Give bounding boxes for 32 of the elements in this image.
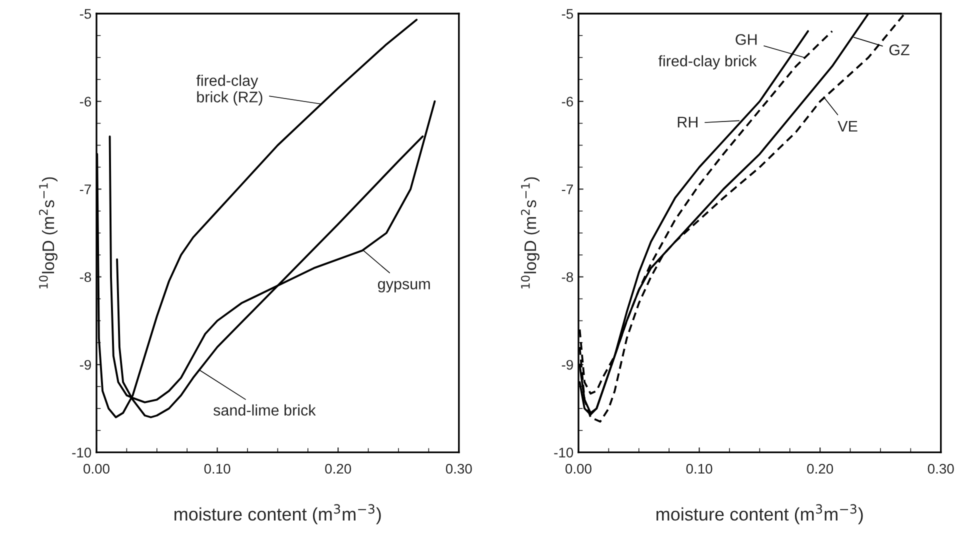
y-tick-label: -10: [554, 448, 574, 458]
annotation: fired-clay brick: [658, 55, 757, 70]
annotation: VE: [838, 120, 858, 132]
annotation: GZ: [889, 44, 910, 56]
x-tick-label: 0.10: [686, 464, 712, 474]
y-tick-label: -6: [562, 96, 574, 107]
annotation: fired-clay brick (RZ): [196, 74, 262, 106]
x-tick-label: 0.30: [928, 464, 954, 474]
x-tick-label: 0.20: [807, 464, 834, 474]
y-axis-title: $^{10}$logD (m$^{2}$s$^{−1}$): [39, 177, 58, 288]
y-tick-label: -9: [562, 360, 573, 370]
y-tick-label: -8: [80, 272, 92, 282]
annotation: RH: [678, 116, 698, 128]
x-axis-title: moisture content (m$^{3}$m$^{−3}$): [174, 504, 381, 524]
x-tick-label: 0.00: [84, 464, 110, 474]
y-tick-label: -7: [562, 184, 573, 194]
y-tick-label: -7: [80, 184, 91, 194]
y-axis-title: $^{10}$logD (m$^{2}$s$^{−1}$): [520, 177, 540, 288]
x-axis-title: moisture content (m$^{3}$m$^{−3}$): [656, 504, 863, 524]
annotation: gypsum: [378, 280, 430, 292]
x-tick-label: 0.30: [446, 464, 472, 474]
y-tick-label: -8: [562, 272, 574, 282]
x-tick-label: 0.10: [204, 464, 230, 474]
annotation: sand-lime brick: [213, 404, 316, 416]
y-tick-label: -9: [80, 360, 91, 370]
y-tick-label: -10: [72, 448, 92, 458]
y-tick-label: -5: [562, 9, 574, 19]
x-tick-label: 0.00: [566, 464, 592, 474]
annotation: GH: [736, 34, 757, 45]
y-tick-label: -6: [80, 96, 92, 107]
y-tick-label: -5: [80, 9, 92, 19]
x-tick-label: 0.20: [325, 464, 352, 474]
